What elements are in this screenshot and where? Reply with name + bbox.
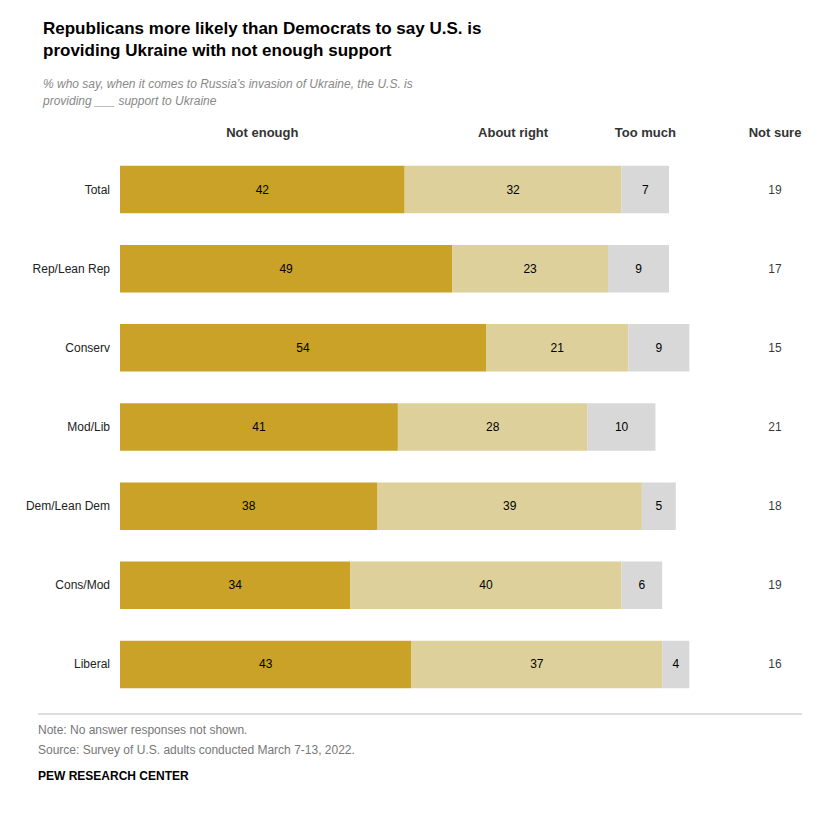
svg-text:32: 32 <box>506 183 520 197</box>
svg-text:providing Ukraine with not eno: providing Ukraine with not enough suppor… <box>43 41 392 60</box>
svg-text:Cons/Mod: Cons/Mod <box>55 578 110 592</box>
svg-text:40: 40 <box>479 578 493 592</box>
svg-text:37: 37 <box>530 657 544 671</box>
svg-text:Total: Total <box>85 183 110 197</box>
svg-text:18: 18 <box>768 499 782 513</box>
svg-text:43: 43 <box>259 657 273 671</box>
svg-text:28: 28 <box>486 420 500 434</box>
svg-text:Republicans more likely than D: Republicans more likely than Democrats t… <box>43 19 481 38</box>
svg-text:15: 15 <box>768 341 782 355</box>
svg-text:Dem/Lean Dem: Dem/Lean Dem <box>26 499 110 513</box>
svg-text:5: 5 <box>655 499 662 513</box>
svg-text:Liberal: Liberal <box>74 657 110 671</box>
svg-text:Not enough: Not enough <box>226 125 298 140</box>
svg-text:21: 21 <box>550 341 564 355</box>
svg-text:Rep/Lean Rep: Rep/Lean Rep <box>33 262 111 276</box>
svg-text:39: 39 <box>503 499 517 513</box>
svg-text:41: 41 <box>252 420 266 434</box>
svg-text:23: 23 <box>523 262 537 276</box>
svg-text:16: 16 <box>768 657 782 671</box>
svg-text:Mod/Lib: Mod/Lib <box>67 420 110 434</box>
svg-text:9: 9 <box>655 341 662 355</box>
svg-text:providing ___ support to Ukrai: providing ___ support to Ukraine <box>42 94 217 108</box>
svg-text:9: 9 <box>635 262 642 276</box>
svg-text:6: 6 <box>639 578 646 592</box>
svg-text:% who say, when it comes to Ru: % who say, when it comes to Russia’s inv… <box>43 77 413 91</box>
svg-text:Too much: Too much <box>615 125 676 140</box>
svg-text:7: 7 <box>642 183 649 197</box>
svg-text:42: 42 <box>256 183 270 197</box>
svg-text:Not sure: Not sure <box>749 125 802 140</box>
svg-text:17: 17 <box>768 262 782 276</box>
svg-text:4: 4 <box>672 657 679 671</box>
svg-text:10: 10 <box>615 420 629 434</box>
svg-text:54: 54 <box>296 341 310 355</box>
svg-text:Note: No answer responses not: Note: No answer responses not shown. <box>38 723 247 737</box>
svg-text:49: 49 <box>279 262 293 276</box>
svg-text:38: 38 <box>242 499 256 513</box>
svg-text:19: 19 <box>768 578 782 592</box>
svg-text:About right: About right <box>478 125 549 140</box>
svg-text:19: 19 <box>768 183 782 197</box>
svg-text:34: 34 <box>229 578 243 592</box>
svg-text:Source: Survey of U.S. adults: Source: Survey of U.S. adults conducted … <box>38 743 355 757</box>
svg-text:21: 21 <box>768 420 782 434</box>
svg-text:Conserv: Conserv <box>65 341 110 355</box>
svg-text:PEW RESEARCH CENTER: PEW RESEARCH CENTER <box>38 769 189 783</box>
